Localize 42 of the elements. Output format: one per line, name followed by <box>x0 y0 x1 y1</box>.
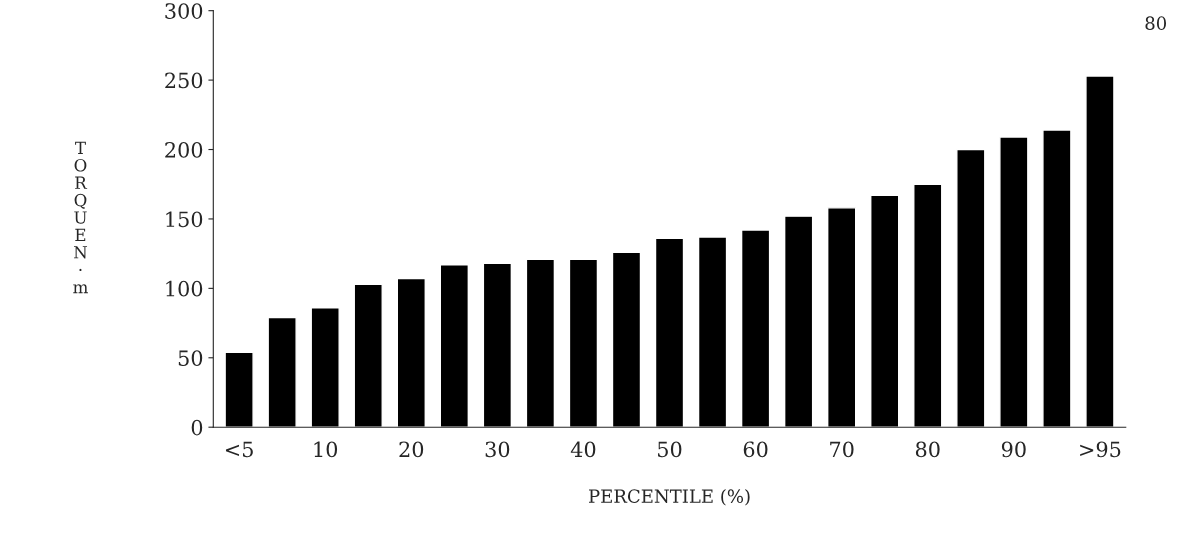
x-tick-label: 40 <box>570 441 596 458</box>
y-tick-label: 100 <box>166 280 203 297</box>
x-tick-label: <5 <box>225 441 253 458</box>
bar <box>611 251 642 428</box>
x-tick-label: 90 <box>1001 441 1026 458</box>
x-tick-label: 80 <box>915 441 940 458</box>
x-tick-label: 20 <box>399 441 424 458</box>
bar <box>267 316 297 428</box>
y-tick-label: 300 <box>165 3 203 19</box>
text: TORQUE N·m <box>73 141 88 294</box>
y-tick-label: 200 <box>165 141 203 158</box>
x-tick-label: 50 <box>658 441 682 458</box>
bar <box>525 258 556 428</box>
bar <box>783 215 814 428</box>
x-tick-label: 30 <box>485 441 510 458</box>
bar <box>956 148 986 428</box>
bar <box>827 207 857 428</box>
x-tick-label: 60 <box>743 441 768 458</box>
x-axis-title: PERCENTILE (%) <box>589 489 750 506</box>
y-tick-label: 0 <box>191 419 203 436</box>
bar <box>396 277 426 428</box>
x-tick-label: 70 <box>830 441 854 458</box>
bar <box>1085 75 1115 428</box>
bar <box>913 183 943 428</box>
bar <box>697 236 728 428</box>
bar <box>310 307 340 428</box>
bar <box>740 229 771 428</box>
bar <box>999 136 1029 428</box>
x-tick-label: 10 <box>314 441 338 458</box>
bar <box>870 194 900 428</box>
text: 80 <box>1145 16 1167 30</box>
bar <box>439 264 470 428</box>
bar <box>353 283 383 428</box>
y-tick-label: 150 <box>166 211 203 228</box>
bar <box>482 262 513 428</box>
bar <box>224 351 254 428</box>
bar <box>654 237 685 428</box>
bar <box>568 258 599 428</box>
y-tick-label: 250 <box>165 72 203 89</box>
x-tick-label: >95 <box>1080 441 1121 458</box>
bar <box>1042 129 1072 428</box>
y-tick-label: 50 <box>178 350 203 366</box>
